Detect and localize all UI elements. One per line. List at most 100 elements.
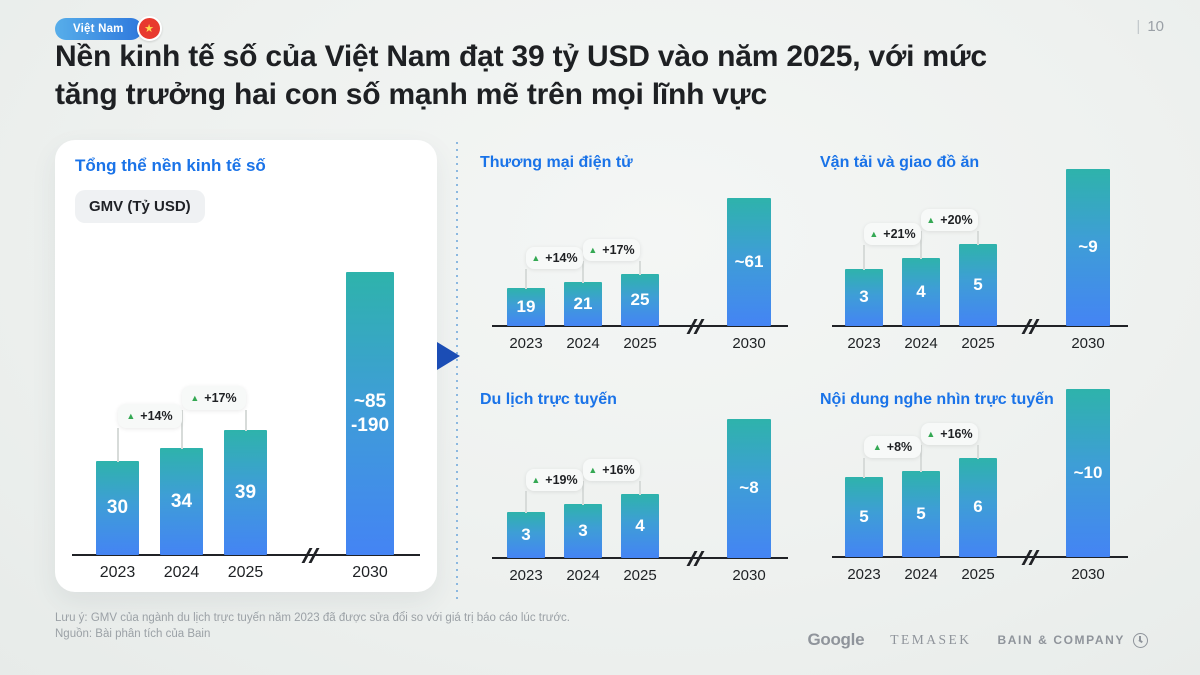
bar-2023: 3 (507, 512, 545, 558)
year-label-2024: 2024 (163, 564, 200, 581)
growth-value: +17% (204, 391, 237, 405)
growth-badge: ▲ +17% (181, 386, 246, 410)
year-label-2023: 2023 (99, 564, 136, 581)
footer-source: Nguồn: Bài phân tích của Bain (55, 628, 211, 640)
year-label-2024: 2024 (566, 567, 600, 584)
bar-2030: ~8 (727, 419, 771, 558)
overall-economy-heading: Tổng thể nền kinh tế số (75, 156, 266, 175)
bar-2024: 21 (564, 282, 602, 326)
bain-logo-text: BAIN & COMPANY (997, 633, 1125, 647)
growth-up-icon: ▲ (531, 252, 541, 263)
growth-connector (977, 445, 979, 459)
dotted-divider (456, 142, 458, 600)
partner-logos: Google TEMASEK BAIN & COMPANY (807, 630, 1148, 650)
year-label-2024: 2024 (904, 335, 938, 352)
chart-ecommerce-heading: Thương mại điện tử (480, 154, 633, 171)
google-logo: Google (807, 630, 865, 649)
chart-online-travel: 3 2023 3 2024 4 2025 ~8 2030 ▲ +19% ▲ +16% (490, 391, 790, 584)
growth-badge: ▲ +14% (526, 247, 583, 269)
year-label-2030: 2030 (1071, 566, 1105, 583)
footer-notes: Lưu ý: GMV của ngành du lịch trực tuyến … (55, 610, 570, 642)
growth-up-icon: ▲ (126, 410, 136, 421)
growth-value: +21% (883, 227, 916, 241)
chart-overall-digital-economy: 30 2023 34 2024 39 2025 ~85 -190 2030 ▲ +14% ▲ +17% (70, 256, 422, 581)
vietnam-flag-icon: ★ (136, 16, 162, 41)
growth-badge: ▲ +16% (583, 459, 640, 481)
growth-value: +16% (602, 463, 635, 477)
axis-break-mark (686, 551, 704, 566)
bar-2023: 3 (845, 269, 883, 326)
growth-connector (920, 231, 922, 259)
growth-connector (525, 269, 527, 289)
bar-2030: ~10 (1066, 389, 1110, 557)
chart-ecommerce: 19 2023 21 2024 25 2025 ~61 2030 ▲ +14% ▲ +17% (490, 159, 790, 352)
page-number: | 10 (1136, 18, 1164, 35)
x-axis (72, 554, 420, 556)
bar-2025: 25 (621, 274, 659, 326)
slide-title-line1: Nền kinh tế số của Việt Nam đạt 39 tỷ US… (55, 40, 987, 73)
growth-up-icon: ▲ (926, 428, 936, 439)
year-label-2025: 2025 (227, 564, 264, 581)
bar-2030: ~61 (727, 198, 771, 326)
year-label-2030: 2030 (732, 335, 766, 352)
growth-up-icon: ▲ (588, 244, 598, 255)
growth-badge: ▲ +17% (583, 239, 640, 261)
growth-badge: ▲ +19% (526, 469, 583, 491)
growth-connector (920, 445, 922, 472)
chart-media-heading: Nội dung nghe nhìn trực tuyến (820, 391, 1054, 408)
growth-value: +19% (545, 473, 578, 487)
bar-2024: 3 (564, 504, 602, 558)
growth-up-icon: ▲ (588, 464, 598, 475)
growth-connector (977, 231, 979, 245)
growth-badge: ▲ +20% (921, 209, 978, 231)
x-axis (832, 325, 1128, 327)
chart-transport-food-delivery: 3 2023 4 2024 5 2025 ~9 2030 ▲ +21% ▲ +20% (830, 159, 1130, 352)
bar-2023: 5 (845, 477, 883, 557)
bar-2023: 19 (507, 288, 545, 326)
slide-title-line2: tăng trưởng hai con số mạnh mẽ trên mọi … (55, 78, 767, 111)
bar-2023: 30 (96, 461, 139, 555)
growth-connector (863, 458, 865, 478)
growth-up-icon: ▲ (872, 441, 882, 452)
growth-up-icon: ▲ (190, 392, 200, 403)
x-axis (832, 556, 1128, 558)
year-label-2023: 2023 (847, 335, 881, 352)
axis-break-mark (1021, 319, 1039, 334)
arrow-right-icon (437, 342, 460, 370)
growth-value: +14% (140, 409, 173, 423)
bar-2030: ~9 (1066, 169, 1110, 326)
year-label-2023: 2023 (847, 566, 881, 583)
growth-up-icon: ▲ (926, 214, 936, 225)
chart-online-media: 5 2023 5 2024 6 2025 ~10 2030 ▲ +8% ▲ +16% (830, 389, 1130, 583)
bar-2025: 39 (224, 430, 267, 555)
growth-connector (639, 261, 641, 275)
bar-2024: 4 (902, 258, 940, 326)
bar-2024: 5 (902, 471, 940, 557)
growth-up-icon: ▲ (869, 228, 879, 239)
axis-break-mark (686, 319, 704, 334)
growth-badge: ▲ +21% (864, 223, 921, 245)
growth-badge: ▲ +8% (864, 436, 921, 458)
temasek-logo: TEMASEK (890, 632, 972, 647)
year-label-2025: 2025 (623, 335, 657, 352)
gmv-unit-chip: GMV (Tỷ USD) (75, 190, 205, 223)
page-number-divider: | (1136, 18, 1141, 35)
year-label-2030: 2030 (732, 567, 766, 584)
axis-break-mark (1021, 550, 1039, 565)
bar-2024: 34 (160, 448, 203, 555)
growth-connector (116, 428, 119, 462)
slide-title: Nền kinh tế số của Việt Nam đạt 39 tỷ US… (55, 38, 987, 114)
growth-connector (525, 491, 527, 513)
growth-badge: ▲ +14% (117, 404, 182, 428)
year-label-2025: 2025 (961, 566, 995, 583)
bain-logo-mark-icon (1133, 632, 1148, 648)
growth-connector (244, 410, 247, 431)
growth-value: +17% (602, 243, 635, 257)
footer-note: Lưu ý: GMV của ngành du lịch trực tuyến … (55, 612, 570, 624)
country-badge: Việt Nam ★ (55, 16, 162, 41)
x-axis (492, 325, 788, 327)
year-label-2025: 2025 (623, 567, 657, 584)
year-label-2023: 2023 (509, 335, 543, 352)
bar-2030: ~85 -190 (346, 272, 394, 555)
